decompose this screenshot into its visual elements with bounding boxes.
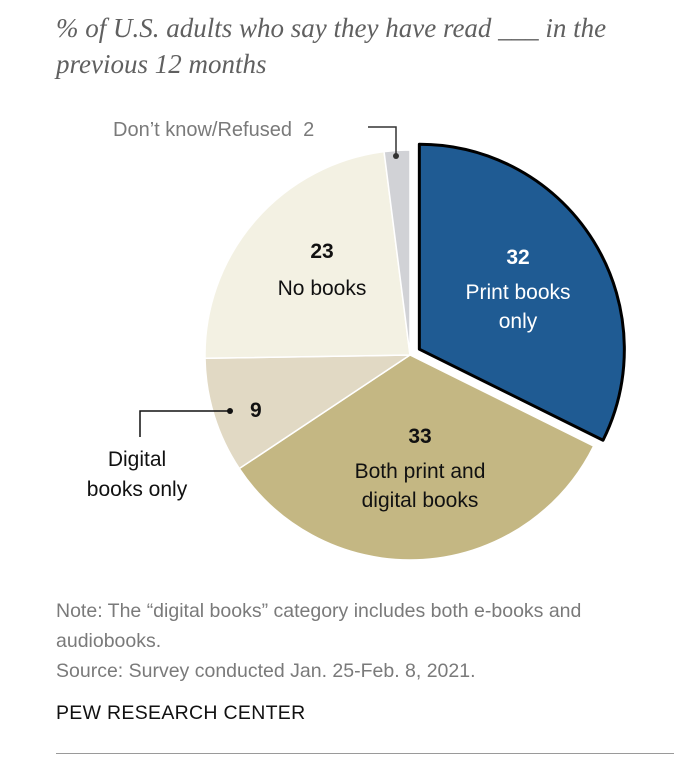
chart-source: Source: Survey conducted Jan. 25-Feb. 8,… <box>56 660 476 682</box>
pie-slice-digital-books-only <box>204 354 411 470</box>
digital-label-line1: Digital <box>108 448 166 471</box>
dont-know-leader-dot <box>393 153 399 159</box>
no-books-value: 23 <box>310 240 333 263</box>
print-books-only-label-line1: Print books <box>465 281 570 304</box>
print-books-only-label-line2: only <box>499 310 538 333</box>
chart-note: Note: The “digital books” category inclu… <box>56 600 582 652</box>
both-label-line1: Both print and <box>355 460 486 483</box>
digital-leader <box>139 410 230 437</box>
dont-know-label: Don’t know/Refused 2 <box>113 119 314 141</box>
leader-lines <box>139 126 399 437</box>
pie-slice-don-t-know-refused <box>383 149 411 356</box>
pie-slice-no-books <box>204 150 411 360</box>
pie-slice-print-books-only <box>417 142 626 442</box>
both-value: 33 <box>408 425 431 448</box>
bottom-rule <box>56 753 674 754</box>
chart-title: % of U.S. adults who say they have read … <box>56 13 607 79</box>
print-books-only-value: 32 <box>506 246 529 269</box>
pie-chart: 32 Print books only 33 Both print and di… <box>87 119 626 561</box>
pew-credit: PEW RESEARCH CENTER <box>56 702 306 724</box>
dont-know-leader <box>368 126 397 156</box>
no-books-label: No books <box>278 277 367 300</box>
both-label-line2: digital books <box>362 489 479 512</box>
pie-slice-both-print-and-digital-books <box>238 354 595 561</box>
digital-leader-dot <box>227 408 233 414</box>
digital-value: 9 <box>250 399 262 422</box>
pie-slices <box>204 142 626 561</box>
digital-label-line2: books only <box>87 478 188 501</box>
